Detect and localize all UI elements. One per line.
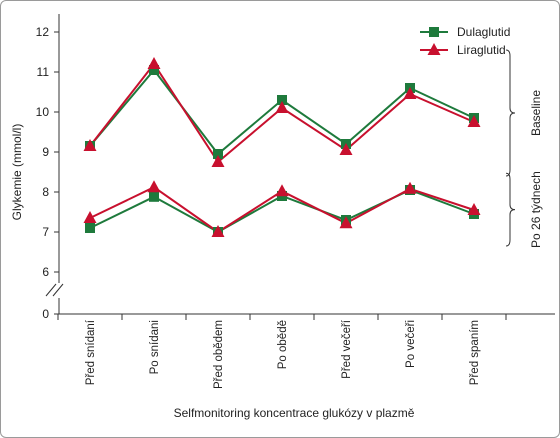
data-point-dulaglutid xyxy=(149,191,159,202)
x-tick-label: Po snídani xyxy=(149,320,161,374)
group-label: Baseline xyxy=(529,90,543,136)
data-point-dulaglutid xyxy=(149,65,159,75)
y-tick-label: 0 xyxy=(42,307,49,321)
y-tick-label: 9 xyxy=(42,145,49,159)
data-point-liraglutid xyxy=(83,139,97,151)
x-tick-label: Po obědě xyxy=(277,320,289,369)
data-point-dulaglutid xyxy=(213,149,223,159)
data-point-liraglutid xyxy=(147,57,161,69)
legend-marker-liraglutid xyxy=(427,43,441,55)
legend-marker-dulaglutid xyxy=(429,27,439,37)
y-tick-label: 7 xyxy=(42,225,49,239)
legend-label-dulaglutid: Dulaglutid xyxy=(457,25,510,39)
y-axis-label: Glykemie (mmol/l) xyxy=(10,124,24,221)
data-point-liraglutid xyxy=(147,180,161,193)
x-tick-label: Před snídaní xyxy=(85,319,97,385)
data-point-liraglutid xyxy=(467,203,481,215)
data-point-dulaglutid xyxy=(85,223,95,233)
data-point-liraglutid xyxy=(403,181,417,194)
y-tick-label: 12 xyxy=(36,25,50,39)
axis-break-mark xyxy=(52,283,64,297)
x-tick-label: Před spaním xyxy=(469,320,481,385)
data-point-liraglutid xyxy=(339,143,353,155)
data-point-liraglutid xyxy=(275,184,289,197)
legend-label-liraglutid: Liraglutid xyxy=(457,43,506,57)
data-point-liraglutid xyxy=(211,155,225,167)
group-bracket xyxy=(505,49,516,177)
y-tick-label: 10 xyxy=(36,105,50,119)
group-bracket xyxy=(505,172,516,247)
x-tick-label: Po večeři xyxy=(405,320,417,368)
data-point-dulaglutid xyxy=(277,95,287,105)
x-tick-label: Před večeří xyxy=(341,319,353,379)
x-axis-label: Selfmonitoring koncentrace glukózy v pla… xyxy=(174,406,415,420)
data-point-liraglutid xyxy=(83,211,97,223)
axis-break-mark xyxy=(45,283,57,297)
data-point-liraglutid xyxy=(403,87,417,99)
data-point-liraglutid xyxy=(467,115,481,127)
data-point-liraglutid xyxy=(211,225,225,237)
data-point-liraglutid xyxy=(339,216,353,229)
y-tick-label: 11 xyxy=(37,65,50,79)
group-label: Po 26 týdnech xyxy=(529,171,543,248)
y-tick-label: 8 xyxy=(42,185,49,199)
x-tick-label: Před obědem xyxy=(213,320,225,389)
data-point-liraglutid xyxy=(275,101,289,113)
y-tick-label: 6 xyxy=(42,265,49,279)
